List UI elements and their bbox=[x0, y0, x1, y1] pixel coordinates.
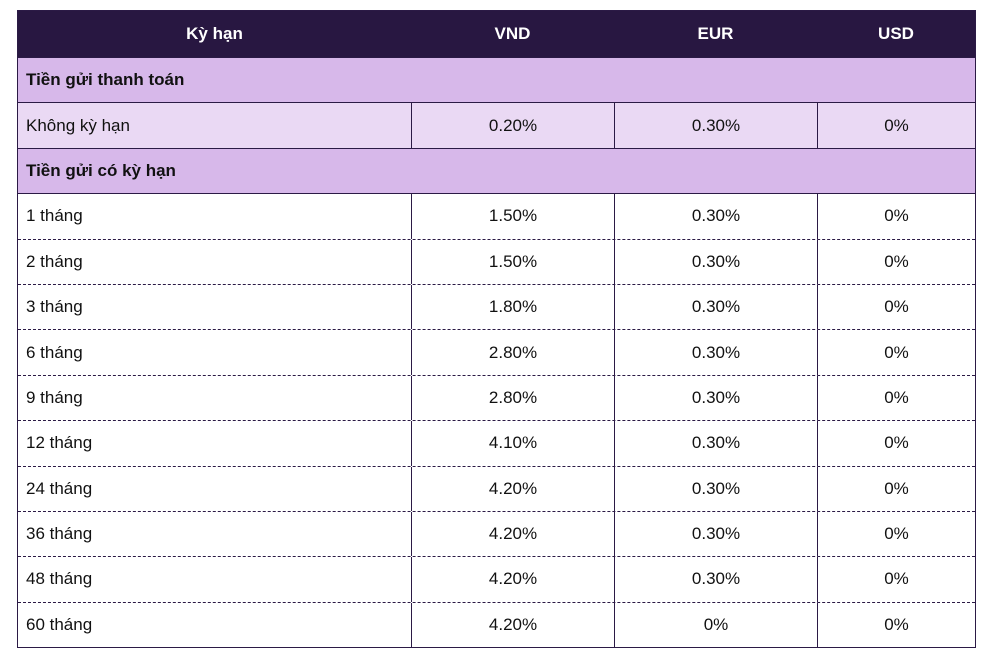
usd-rate-cell: 0% bbox=[817, 421, 975, 466]
term-cell: 48 tháng bbox=[26, 569, 93, 589]
table-row: 24 tháng 4.20% 0.30% 0% bbox=[18, 465, 975, 511]
term-cell: 24 tháng bbox=[26, 478, 93, 498]
vnd-rate-cell: 1.50% bbox=[411, 194, 614, 239]
term-cell: 9 tháng bbox=[26, 387, 83, 407]
term-cell: 60 tháng bbox=[26, 614, 93, 634]
usd-rate-cell: 0% bbox=[817, 557, 975, 602]
vnd-rate-cell: 4.20% bbox=[411, 511, 614, 557]
table-row: Không kỳ hạn 0.20% 0.30% 0% bbox=[18, 102, 975, 148]
term-cell: 36 tháng bbox=[26, 524, 93, 544]
usd-rate-cell: 0% bbox=[817, 466, 975, 511]
usd-rate-cell: 0% bbox=[817, 239, 975, 284]
term-cell: Không kỳ hạn bbox=[26, 115, 130, 135]
eur-rate-cell: 0.30% bbox=[614, 103, 817, 148]
eur-rate-cell: 0.30% bbox=[614, 194, 817, 239]
section-term-deposit: Tiền gửi có kỳ hạn bbox=[18, 147, 975, 194]
term-cell: 12 tháng bbox=[26, 433, 93, 453]
usd-rate-cell: 0% bbox=[817, 194, 975, 239]
term-cell: 6 tháng bbox=[26, 342, 83, 362]
eur-rate-cell: 0.30% bbox=[614, 466, 817, 511]
table-row: 3 tháng 1.80% 0.30% 0% bbox=[18, 283, 975, 330]
table-row: 36 tháng 4.20% 0.30% 0% bbox=[18, 510, 975, 557]
table-header-row: Kỳ hạn VND EUR USD bbox=[18, 11, 975, 57]
eur-rate-cell: 0.30% bbox=[614, 239, 817, 284]
vnd-rate-cell: 2.80% bbox=[411, 375, 614, 421]
eur-rate-cell: 0.30% bbox=[614, 421, 817, 466]
interest-rate-table: Kỳ hạn VND EUR USD Tiền gửi thanh toán K… bbox=[17, 10, 976, 649]
eur-rate-cell: 0.30% bbox=[614, 375, 817, 421]
usd-rate-cell: 0% bbox=[817, 602, 975, 648]
eur-rate-cell: 0.30% bbox=[614, 330, 817, 375]
vnd-rate-cell: 4.20% bbox=[411, 466, 614, 511]
usd-rate-cell: 0% bbox=[817, 375, 975, 421]
header-eur: EUR bbox=[697, 24, 734, 43]
table-row: 1 tháng 1.50% 0.30% 0% bbox=[18, 193, 975, 239]
vnd-rate-cell: 1.80% bbox=[411, 284, 614, 330]
section-payment-deposit: Tiền gửi thanh toán bbox=[18, 57, 975, 103]
term-cell: 2 tháng bbox=[26, 251, 83, 271]
table-row: 9 tháng 2.80% 0.30% 0% bbox=[18, 374, 975, 421]
header-usd: USD bbox=[878, 24, 914, 43]
usd-rate-cell: 0% bbox=[817, 284, 975, 330]
term-cell: 3 tháng bbox=[26, 297, 83, 317]
usd-rate-cell: 0% bbox=[817, 330, 975, 375]
usd-rate-cell: 0% bbox=[817, 511, 975, 557]
vnd-rate-cell: 4.10% bbox=[411, 421, 614, 466]
table-row: 48 tháng 4.20% 0.30% 0% bbox=[18, 556, 975, 602]
vnd-rate-cell: 2.80% bbox=[411, 330, 614, 375]
header-vnd: VND bbox=[494, 24, 531, 43]
usd-rate-cell: 0% bbox=[817, 103, 975, 148]
term-cell: 1 tháng bbox=[26, 206, 83, 226]
vnd-rate-cell: 4.20% bbox=[411, 602, 614, 648]
header-term: Kỳ hạn bbox=[186, 24, 243, 43]
table-row: 60 tháng 4.20% 0% 0% bbox=[18, 601, 975, 648]
vnd-rate-cell: 0.20% bbox=[411, 103, 614, 148]
vnd-rate-cell: 4.20% bbox=[411, 557, 614, 602]
eur-rate-cell: 0.30% bbox=[614, 511, 817, 557]
table-row: 2 tháng 1.50% 0.30% 0% bbox=[18, 238, 975, 284]
table-row: 6 tháng 2.80% 0.30% 0% bbox=[18, 329, 975, 375]
vnd-rate-cell: 1.50% bbox=[411, 239, 614, 284]
eur-rate-cell: 0.30% bbox=[614, 284, 817, 330]
eur-rate-cell: 0.30% bbox=[614, 557, 817, 602]
table-row: 12 tháng 4.10% 0.30% 0% bbox=[18, 420, 975, 466]
eur-rate-cell: 0% bbox=[614, 602, 817, 648]
